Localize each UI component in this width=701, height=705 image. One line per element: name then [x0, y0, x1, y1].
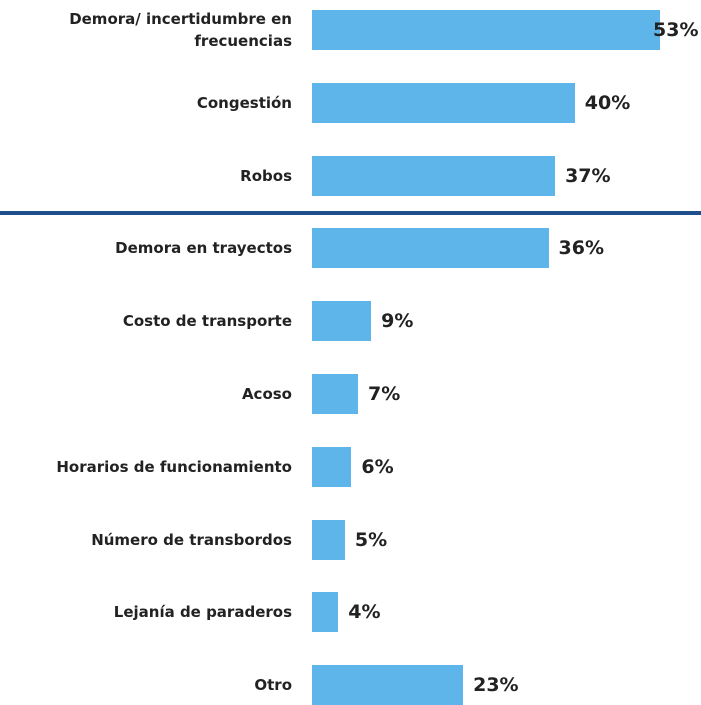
- value-label: 53%: [653, 19, 699, 41]
- bar: [312, 82, 575, 123]
- category-label: Costo de transporte: [122, 312, 292, 331]
- category-label: Acoso: [241, 385, 292, 403]
- value-label: 36%: [558, 237, 604, 260]
- category-label: Otro: [254, 676, 292, 695]
- bar: [312, 228, 549, 269]
- bar: [312, 155, 556, 196]
- bar: [312, 10, 661, 50]
- bar: [312, 446, 352, 487]
- value-label: 7%: [367, 383, 401, 405]
- bar: [312, 665, 464, 705]
- value-label: 23%: [473, 674, 519, 697]
- bar: [312, 519, 345, 560]
- value-label: 40%: [584, 91, 631, 114]
- value-label: 6%: [361, 455, 394, 478]
- bar: [312, 301, 372, 342]
- category-label: Demora/ incertidumbre en frecuencias: [69, 10, 292, 50]
- value-label: 37%: [565, 164, 611, 187]
- category-label: Demora en trayectos: [115, 239, 292, 258]
- value-label: 4%: [348, 601, 381, 624]
- category-label: Horarios de funcionamiento: [56, 457, 292, 476]
- bar: [312, 592, 339, 633]
- category-label: Lejanía de paraderos: [113, 603, 292, 622]
- category-label: Número de transbordos: [91, 530, 292, 549]
- category-label: Congestión: [196, 93, 292, 112]
- separator: [0, 211, 701, 215]
- value-label: 9%: [381, 310, 414, 333]
- bar: [312, 374, 358, 414]
- value-label: 5%: [354, 528, 388, 551]
- category-label: Robos: [240, 166, 292, 185]
